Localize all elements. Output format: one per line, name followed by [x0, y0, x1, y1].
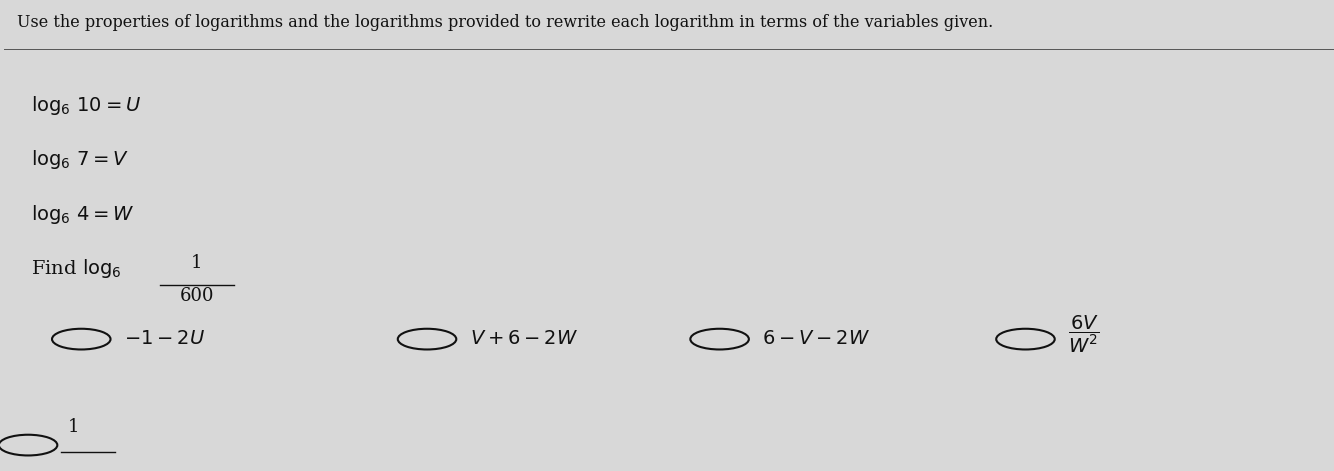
- Text: $6-V-2W$: $6-V-2W$: [762, 330, 870, 348]
- Text: $V+6-2W$: $V+6-2W$: [470, 330, 578, 348]
- Text: 1: 1: [68, 418, 80, 436]
- Text: $\log_6\,4 = W$: $\log_6\,4 = W$: [31, 203, 135, 226]
- Text: 1: 1: [191, 254, 203, 272]
- Text: $\log_6\,7 = V$: $\log_6\,7 = V$: [31, 148, 129, 171]
- Text: Use the properties of logarithms and the logarithms provided to rewrite each log: Use the properties of logarithms and the…: [17, 14, 994, 31]
- Text: $\dfrac{6V}{W^{2}}$: $\dfrac{6V}{W^{2}}$: [1069, 314, 1099, 355]
- Text: $\log_6\,10 = U$: $\log_6\,10 = U$: [31, 94, 141, 117]
- Text: 600: 600: [180, 287, 215, 305]
- Text: Find $\log_6$: Find $\log_6$: [31, 257, 121, 280]
- Text: $-1-2U$: $-1-2U$: [124, 330, 205, 348]
